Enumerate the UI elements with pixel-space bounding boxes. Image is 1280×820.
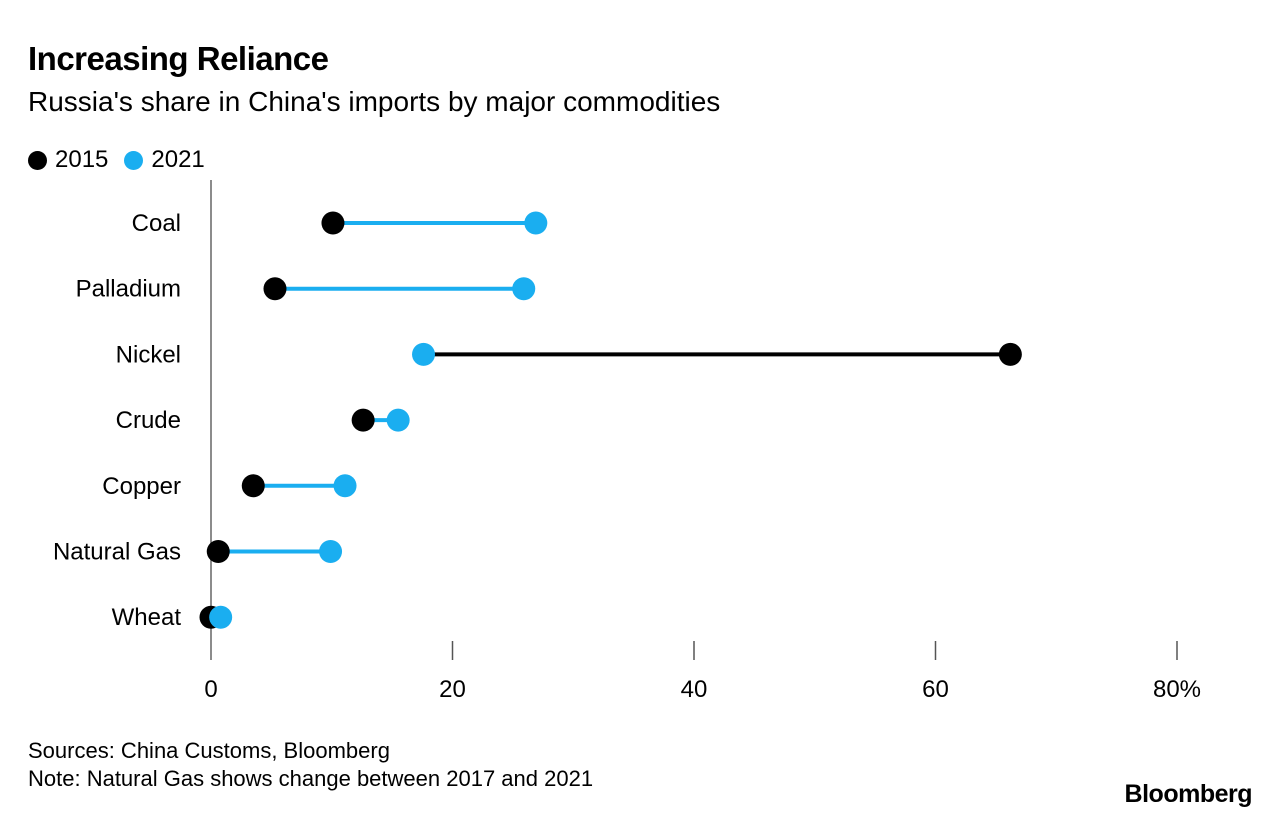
category-label-copper: Copper	[102, 473, 181, 500]
x-tick-label-0: 0	[204, 676, 217, 703]
x-tick-label-20: 20	[439, 676, 466, 703]
point-2015-coal	[321, 211, 345, 235]
point-2015-copper	[241, 474, 265, 498]
category-label-wheat: Wheat	[112, 604, 182, 631]
legend-dot-2021	[124, 150, 144, 170]
point-2015-crude	[351, 408, 375, 432]
note-text: Note: Natural Gas shows change between 2…	[28, 766, 594, 791]
category-label-nickel: Nickel	[116, 341, 181, 368]
sources-text: Sources: China Customs, Bloomberg	[28, 738, 390, 763]
point-2021-copper	[333, 474, 357, 498]
x-tick-label-80: 80%	[1153, 676, 1201, 703]
legend-item-2015: 2015	[28, 146, 108, 174]
dumbbell-chart: 0 20 40 60 80% Coal Palladium Nickel Crude Copper…	[53, 180, 1201, 703]
category-label-palladium: Palladium	[76, 276, 181, 303]
category-label-crude: Crude	[116, 407, 181, 434]
legend-label-2021: 2021	[151, 146, 205, 173]
point-2015-palladium	[263, 277, 287, 301]
point-2021-wheat	[209, 605, 233, 629]
legend-label-2015: 2015	[55, 146, 109, 173]
chart-title: Increasing Reliance	[28, 40, 329, 77]
point-2015-natural-gas	[206, 540, 230, 563]
x-tick-label-60: 60	[922, 676, 949, 703]
legend-item-2021: 2021	[124, 146, 205, 174]
category-label-natural-gas: Natural Gas	[53, 539, 181, 566]
x-tick-label-40: 40	[681, 676, 708, 703]
point-2021-natural-gas	[319, 540, 343, 563]
point-2021-crude	[386, 408, 410, 432]
point-2021-nickel	[412, 342, 436, 366]
legend: 2015 2021	[28, 146, 221, 174]
chart-subtitle: Russia's share in China's imports by maj…	[28, 86, 721, 117]
legend-dot-2015	[28, 150, 47, 170]
bloomberg-logo: Bloomberg	[1124, 780, 1253, 808]
category-label-coal: Coal	[132, 210, 181, 237]
point-2015-nickel	[998, 342, 1022, 366]
point-2021-palladium	[512, 277, 536, 301]
point-2021-coal	[524, 211, 548, 235]
